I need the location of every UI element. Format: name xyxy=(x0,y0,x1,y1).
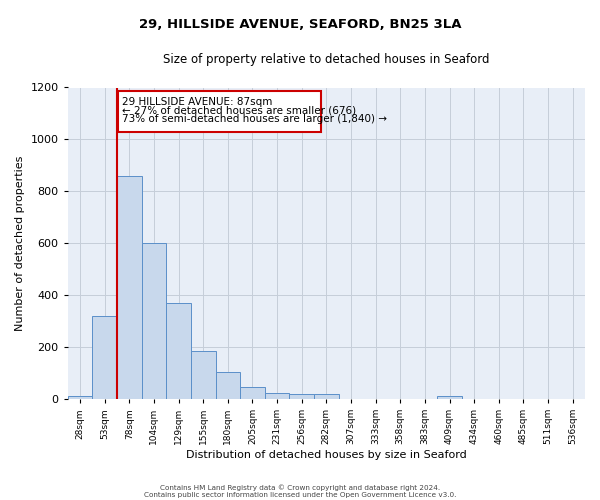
Bar xyxy=(240,387,265,399)
Bar xyxy=(117,176,142,399)
Bar xyxy=(215,372,240,399)
Title: Size of property relative to detached houses in Seaford: Size of property relative to detached ho… xyxy=(163,52,490,66)
FancyBboxPatch shape xyxy=(118,92,322,132)
Text: 73% of semi-detached houses are larger (1,840) →: 73% of semi-detached houses are larger (… xyxy=(122,114,387,124)
Text: Contains HM Land Registry data © Crown copyright and database right 2024.: Contains HM Land Registry data © Crown c… xyxy=(160,484,440,491)
Bar xyxy=(437,396,462,399)
Bar xyxy=(92,316,117,399)
Bar xyxy=(68,396,92,399)
Bar xyxy=(289,394,314,399)
Y-axis label: Number of detached properties: Number of detached properties xyxy=(15,156,25,331)
Bar xyxy=(314,394,338,399)
Text: ← 27% of detached houses are smaller (676): ← 27% of detached houses are smaller (67… xyxy=(122,106,356,116)
Bar xyxy=(191,351,215,399)
Bar xyxy=(166,303,191,399)
Bar xyxy=(265,392,289,399)
Text: 29, HILLSIDE AVENUE, SEAFORD, BN25 3LA: 29, HILLSIDE AVENUE, SEAFORD, BN25 3LA xyxy=(139,18,461,30)
Text: Contains public sector information licensed under the Open Government Licence v3: Contains public sector information licen… xyxy=(144,492,456,498)
Text: 29 HILLSIDE AVENUE: 87sqm: 29 HILLSIDE AVENUE: 87sqm xyxy=(122,97,272,107)
Bar xyxy=(142,244,166,399)
X-axis label: Distribution of detached houses by size in Seaford: Distribution of detached houses by size … xyxy=(186,450,467,460)
